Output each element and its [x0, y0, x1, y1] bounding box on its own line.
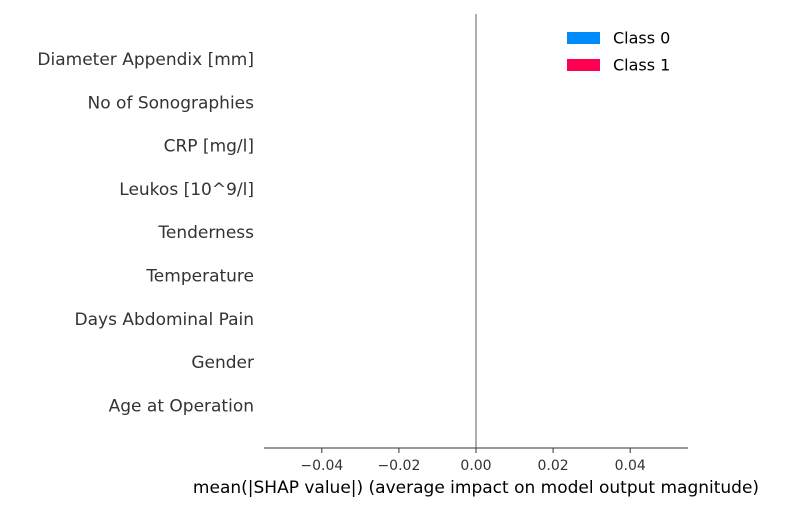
x-tick-label: 0.00 — [460, 458, 491, 474]
x-axis-label: mean(|SHAP value|) (average impact on mo… — [193, 478, 759, 498]
legend-swatch-class-1 — [567, 59, 600, 71]
category-label-days-abdominal-pain: Days Abdominal Pain — [75, 310, 254, 330]
x-tick-label: 0.04 — [615, 458, 646, 474]
legend-label-class-1: Class 1 — [613, 56, 670, 75]
category-labels: Diameter Appendix [mm] No of Sonographies… — [37, 50, 254, 416]
x-axis-ticks: −0.04 −0.02 0.00 0.02 0.04 — [300, 448, 646, 474]
category-label-leukos-10-9-l: Leukos [10^9/l] — [119, 180, 254, 200]
category-label-diameter-appendix-mm: Diameter Appendix [mm] — [37, 50, 254, 70]
legend-swatch-class-0 — [567, 32, 600, 44]
category-label-age-at-operation: Age at Operation — [109, 396, 254, 416]
x-tick-label: −0.04 — [300, 458, 343, 474]
legend: Class 0 Class 1 — [567, 29, 670, 75]
x-tick-label: 0.02 — [538, 458, 569, 474]
category-label-tenderness: Tenderness — [157, 223, 254, 243]
category-label-gender: Gender — [191, 353, 254, 373]
legend-label-class-0: Class 0 — [613, 29, 670, 48]
category-label-temperature: Temperature — [145, 267, 254, 287]
category-label-no-of-sonographies: No of Sonographies — [88, 93, 255, 113]
x-tick-label: −0.02 — [377, 458, 420, 474]
category-label-crp-mg-l: CRP [mg/l] — [164, 137, 254, 157]
